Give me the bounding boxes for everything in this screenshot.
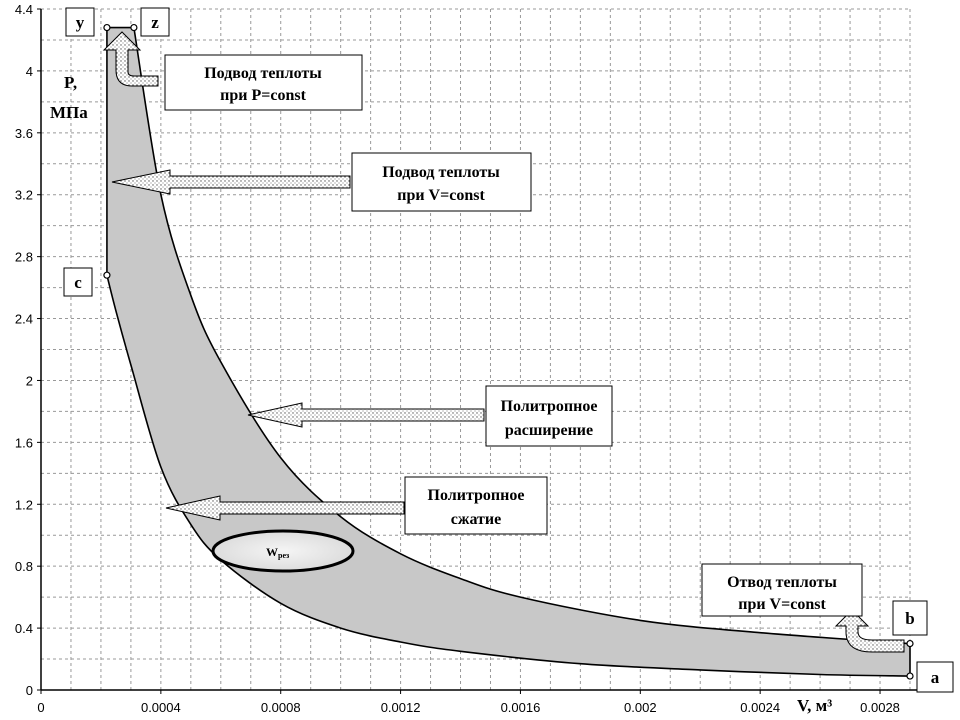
annotation-polytropic-compression: Политропное сжатие: [404, 476, 548, 535]
annotation-heat-removal-line1: Отвод теплоты: [727, 574, 837, 591]
annotation-compression-line2: сжатие: [451, 511, 501, 528]
x-tick-label: 0.0028: [860, 700, 900, 715]
annotation-expansion-line1: Политропное: [501, 398, 598, 415]
point-label-box-a: [916, 661, 954, 693]
y-tick-label: 1.6: [15, 435, 33, 450]
point-a: [906, 672, 914, 680]
y-tick-label: 3.2: [15, 188, 33, 203]
work-ellipse: Wрез: [211, 529, 355, 573]
annotation-heat-removal: Отвод теплоты при V=const: [701, 563, 863, 617]
x-tick-label: 0.0004: [141, 700, 181, 715]
y-axis-label-line2: МПа: [50, 103, 88, 122]
x-tick-label: 0.0008: [261, 700, 301, 715]
annotation-compression-line1: Политропное: [428, 487, 525, 504]
y-tick-label: 0.8: [15, 559, 33, 574]
annotation-heat-v-const-line1: Подвод теплоты: [382, 164, 500, 181]
y-tick-labels: 0 0.4 0.8 1.2 1.6 2 2.4 2.8 3.2 3.6 4 4.4: [15, 2, 33, 698]
axes: [37, 8, 950, 694]
annotation-heat-removal-line2: при V=const: [738, 596, 826, 613]
point-label-z: z: [151, 13, 159, 32]
y-tick-label: 0.4: [15, 621, 33, 636]
state-points: [103, 23, 914, 680]
x-tick-label: 0.002: [624, 700, 657, 715]
y-tick-label: 2.4: [15, 312, 33, 327]
point-label-y: y: [76, 13, 85, 32]
point-label-box-z: [140, 7, 170, 37]
x-tick-label: 0.0012: [381, 700, 421, 715]
arrow-heat-p-const: [102, 31, 159, 87]
point-label-box-y: [65, 7, 95, 37]
y-tick-label: 2: [26, 373, 33, 388]
point-label-c: c: [74, 273, 82, 292]
y-axis-label-line1: P,: [64, 73, 77, 92]
arrow-heat-v-const: [111, 169, 351, 195]
y-tick-label: 4.4: [15, 2, 33, 17]
annotation-heat-p-const: Подвод теплоты при P=const: [164, 54, 363, 111]
point-label-box-c: [63, 267, 93, 297]
arrow-heat-removal: [834, 609, 905, 653]
y-tick-label: 3.6: [15, 126, 33, 141]
y-tick-label: 4: [26, 64, 33, 79]
annotation-heat-v-const: Подвод теплоты при V=const: [351, 152, 532, 212]
point-y: [103, 23, 111, 32]
point-label-box-b: [892, 600, 928, 636]
y-tick-label: 1.2: [15, 497, 33, 512]
point-z: [130, 23, 138, 32]
arrow-expansion: [247, 402, 485, 428]
annotation-heat-p-const-line2: при P=const: [220, 87, 306, 104]
y-tick-label: 0: [26, 683, 33, 698]
annotation-heat-v-const-line2: при V=const: [397, 187, 485, 204]
arrow-compression: [165, 495, 405, 521]
annotation-expansion-line2: расширение: [505, 422, 593, 439]
x-axis-label: V, м³: [797, 696, 832, 715]
point-c: [103, 271, 111, 279]
y-tick-label: 2.8: [15, 250, 33, 265]
x-tick-labels: 0 0.0004 0.0008 0.0012 0.0016 0.002 0.0024 0.00…: [37, 700, 900, 715]
annotation-heat-p-const-line1: Подвод теплоты: [204, 65, 322, 82]
annotation-polytropic-expansion: Политропное расширение: [485, 385, 613, 447]
x-tick-label: 0: [37, 700, 44, 715]
point-b: [906, 639, 914, 648]
x-tick-label: 0.0024: [740, 700, 780, 715]
work-label: Wрез: [266, 545, 290, 560]
point-label-a: a: [931, 668, 940, 687]
point-label-b: b: [905, 609, 914, 628]
point-labels: a b c y z: [63, 7, 954, 693]
x-tick-label: 0.0016: [501, 700, 541, 715]
